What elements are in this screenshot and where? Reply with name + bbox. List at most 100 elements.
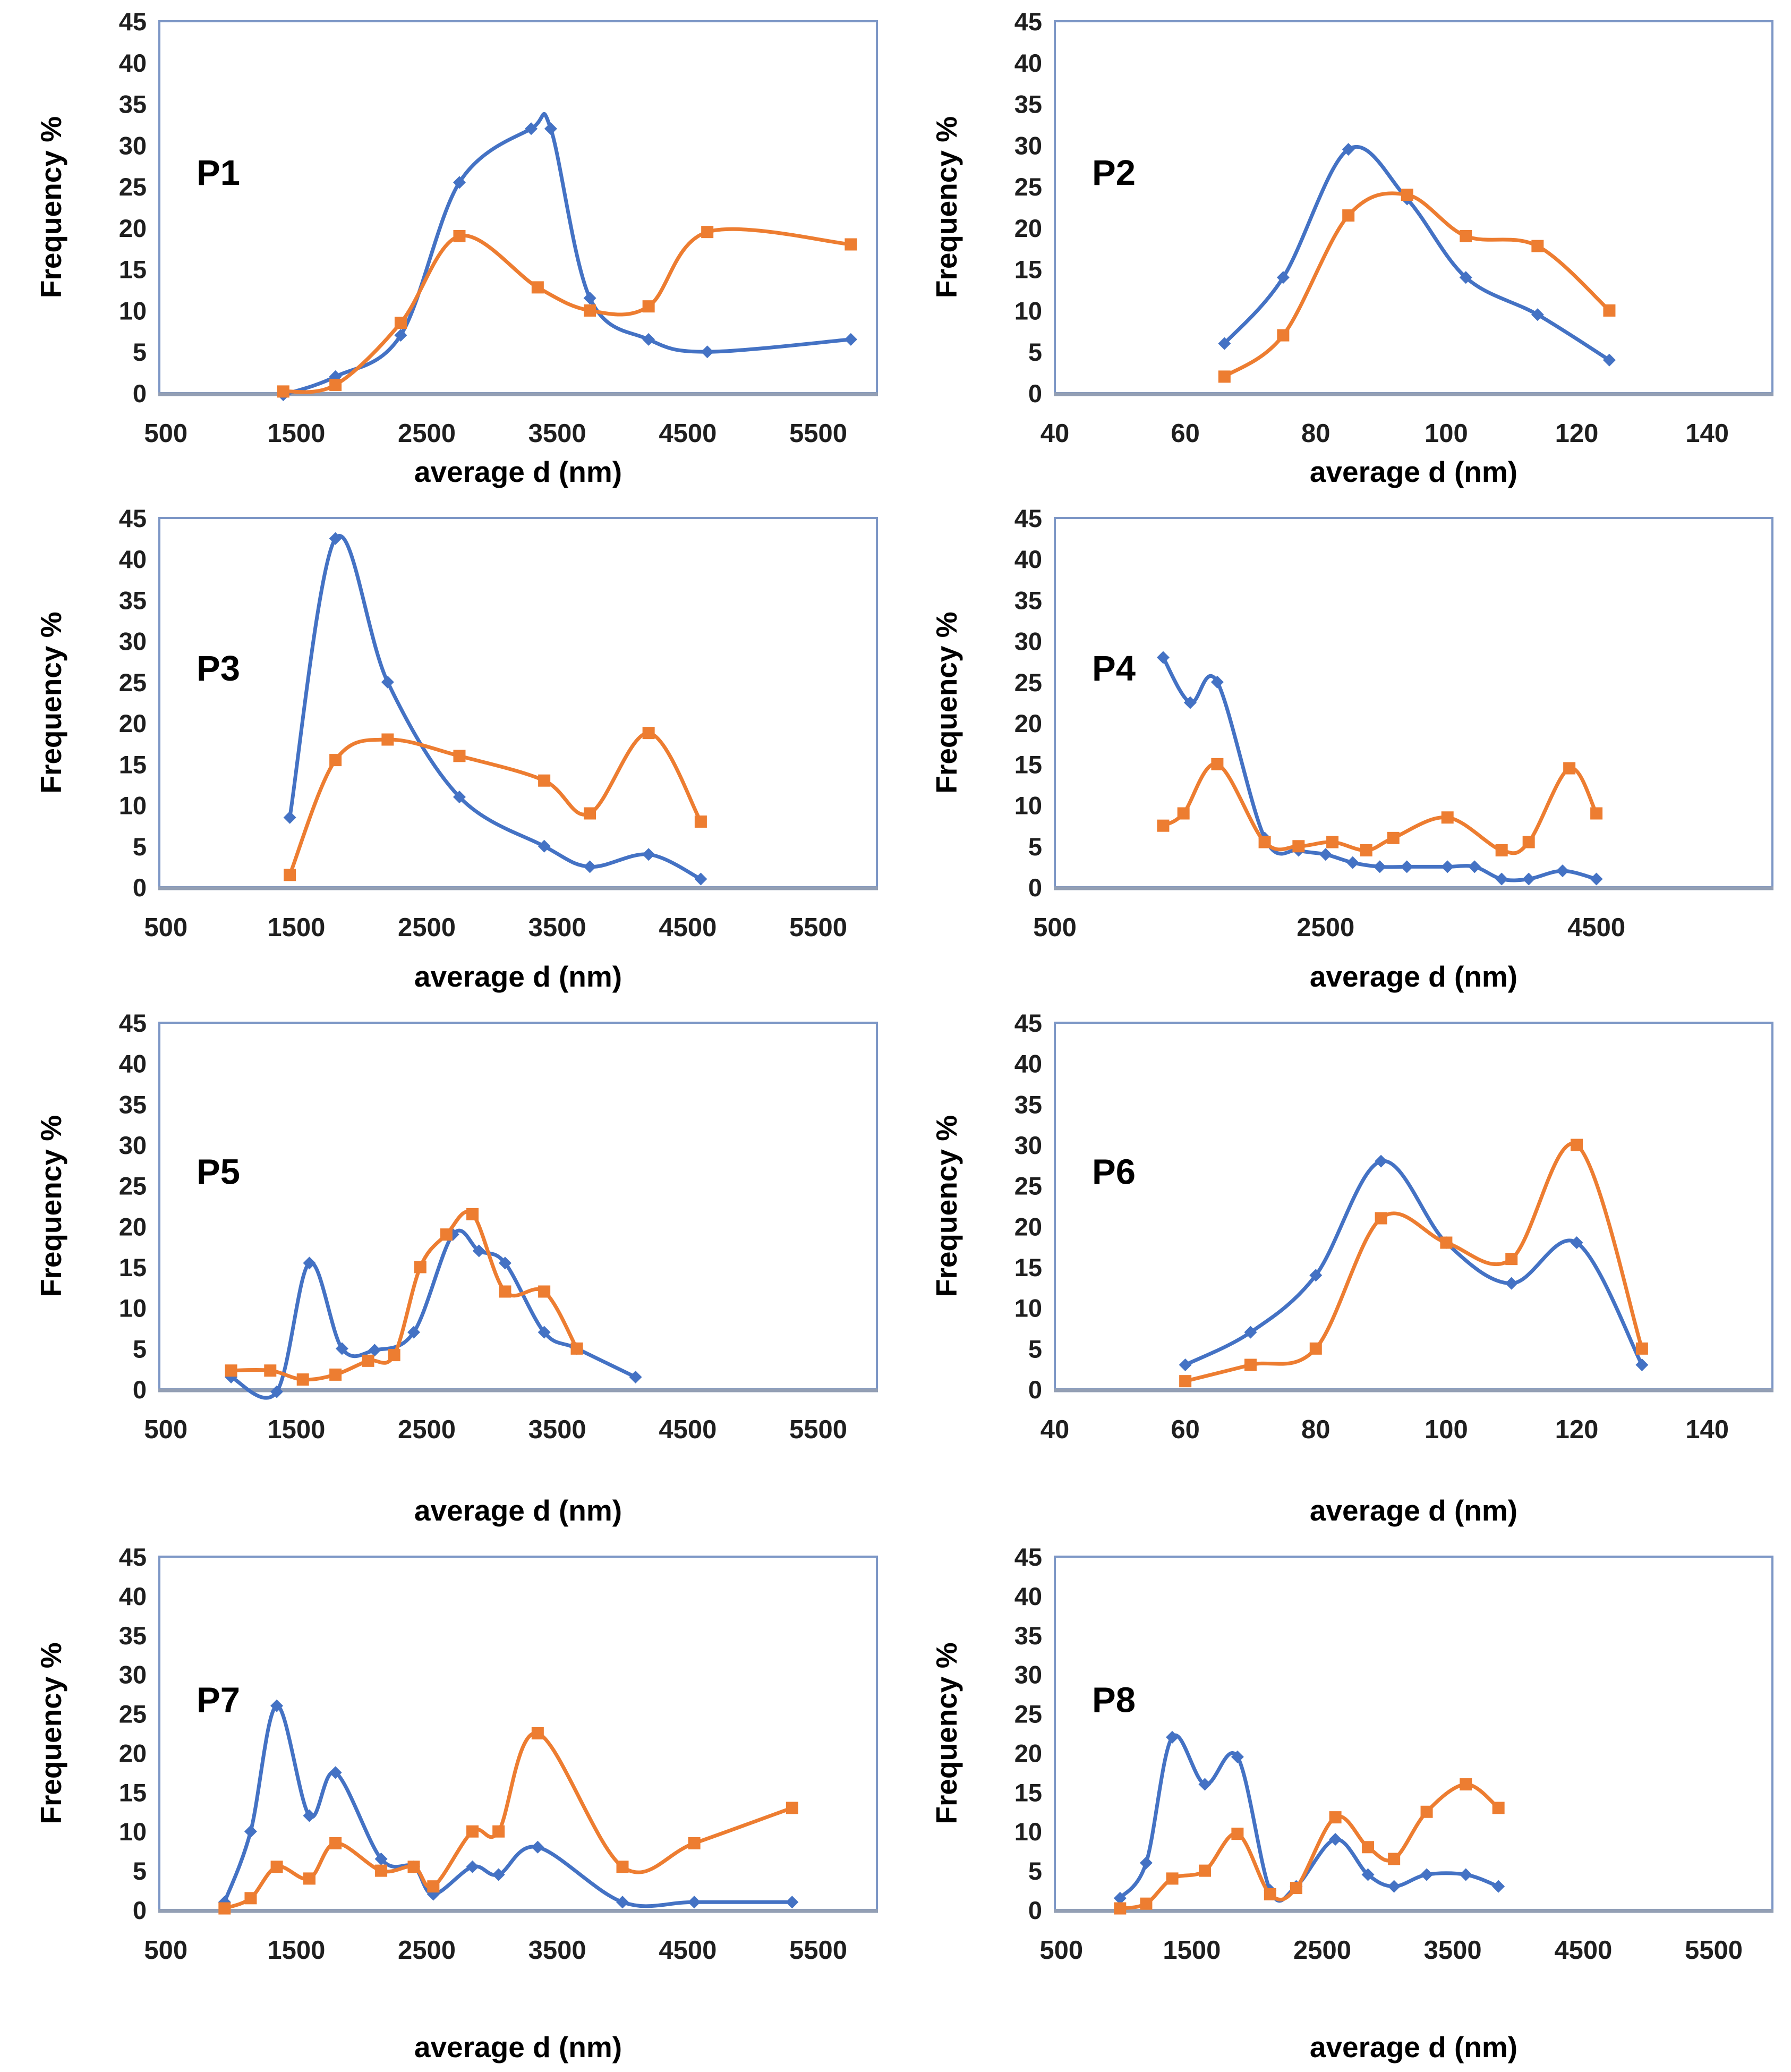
y-tick-label: 5 — [133, 338, 147, 366]
marker-square — [375, 1864, 388, 1877]
marker-diamond — [1590, 872, 1603, 886]
series-line-blue-diamond — [288, 534, 703, 881]
chart-cell-P5: 0 5 10 15 20 25 30 35 40 45 500 1500 2500 3500 4500 550… — [0, 1001, 896, 1535]
y-tick-label: 35 — [119, 1621, 147, 1650]
marker-diamond — [1218, 337, 1231, 350]
marker-square — [786, 1802, 798, 1814]
marker-diamond — [492, 1868, 505, 1881]
marker-diamond — [688, 1896, 701, 1909]
marker-square — [1342, 209, 1355, 222]
marker-diamond — [1459, 271, 1472, 284]
marker-diamond — [538, 1326, 551, 1339]
marker-diamond — [381, 675, 394, 689]
marker-square — [303, 1872, 315, 1885]
marker-diamond — [1231, 1750, 1244, 1763]
marker-diamond — [1346, 856, 1359, 869]
marker-square — [1326, 836, 1339, 848]
marker-diamond — [1602, 353, 1616, 367]
x-tick-label: 3500 — [528, 419, 586, 448]
x-tick-label: 500 — [1033, 913, 1077, 942]
y-axis-title: Frequency % — [35, 1642, 67, 1824]
y-tick-label: 0 — [133, 873, 147, 902]
y-tick-label: 40 — [1014, 1050, 1042, 1078]
marker-diamond — [1531, 308, 1544, 321]
marker-square — [1603, 304, 1616, 317]
marker-diamond — [616, 1896, 629, 1909]
marker-square — [688, 1837, 701, 1849]
y-tick-label: 45 — [119, 1543, 147, 1571]
y-tick-label: 10 — [1014, 296, 1042, 325]
y-tick-label: 40 — [1014, 1582, 1042, 1610]
marker-square — [584, 807, 596, 820]
x-tick-label: 120 — [1555, 419, 1599, 448]
marker-diamond — [1113, 1891, 1127, 1905]
marker-diamond — [1361, 1868, 1375, 1881]
x-axis-title: average d (nm) — [414, 455, 622, 488]
y-tick-label: 0 — [1028, 379, 1042, 407]
y-tick-label: 20 — [119, 1212, 147, 1241]
x-tick-label: 40 — [1041, 419, 1070, 448]
y-tick-label: 25 — [1014, 668, 1042, 697]
marker-diamond — [1570, 1236, 1583, 1249]
marker-square — [492, 1825, 505, 1838]
marker-square — [453, 750, 466, 762]
marker-diamond — [1276, 271, 1290, 284]
marker-square — [1179, 1375, 1192, 1388]
marker-square — [1140, 1897, 1153, 1910]
marker-square — [1388, 1853, 1401, 1865]
x-tick-label: 60 — [1171, 1415, 1200, 1444]
plot-frame — [1054, 517, 1773, 888]
x-tick-label: 140 — [1685, 1415, 1729, 1444]
y-tick-label: 5 — [1028, 1857, 1042, 1885]
y-tick-label: 0 — [133, 1375, 147, 1404]
y-tick-label: 40 — [1014, 49, 1042, 77]
chart-P8: 0 5 10 15 20 25 30 35 40 45 500 1500 2500 3500 4500 550… — [930, 1543, 1773, 2063]
marker-diamond — [1387, 1880, 1401, 1893]
marker-square — [1492, 1802, 1505, 1814]
marker-square — [270, 1861, 283, 1873]
plot-frame — [1054, 1022, 1773, 1390]
marker-square — [1362, 1841, 1375, 1854]
marker-diamond — [1166, 1730, 1179, 1744]
marker-diamond — [1441, 860, 1454, 873]
marker-diamond — [498, 1256, 511, 1270]
x-tick-label: 100 — [1425, 1415, 1468, 1444]
x-axis-title: average d (nm) — [1310, 1494, 1517, 1527]
marker-diamond — [1210, 675, 1224, 689]
marker-diamond — [1556, 864, 1569, 878]
y-tick-label: 5 — [1028, 338, 1042, 366]
x-tick-label: 1500 — [1163, 1936, 1221, 1965]
chart-P3: 0 5 10 15 20 25 30 35 40 45 500 1500 2500 3500 4500 550… — [35, 504, 878, 993]
marker-diamond — [303, 1256, 316, 1270]
marker-square — [538, 1285, 551, 1298]
x-tick-label: 2500 — [398, 419, 456, 448]
series-line-blue-diamond — [281, 112, 853, 397]
marker-square — [329, 378, 342, 391]
marker-diamond — [329, 1766, 342, 1779]
marker-square — [407, 1861, 420, 1873]
y-tick-label: 30 — [119, 131, 147, 159]
chart-title: P4 — [1092, 649, 1136, 689]
x-tick-label: 5500 — [789, 1415, 847, 1444]
x-tick-label: 4500 — [1554, 1936, 1612, 1965]
marker-diamond — [427, 1888, 440, 1901]
marker-square — [329, 1837, 342, 1849]
chart-cell-P3: 0 5 10 15 20 25 30 35 40 45 500 1500 2500 3500 4500 550… — [0, 497, 896, 1001]
y-tick-label: 40 — [119, 1582, 147, 1610]
x-axis-title: average d (nm) — [1310, 455, 1517, 488]
x-axis-title: average d (nm) — [1310, 2031, 1517, 2063]
marker-square — [1166, 1872, 1179, 1885]
marker-diamond — [1400, 860, 1413, 873]
marker-diamond — [453, 791, 466, 804]
y-tick-label: 35 — [1014, 1621, 1042, 1650]
y-axis-title: Frequency % — [930, 116, 963, 298]
x-tick-label: 4500 — [659, 1415, 717, 1444]
marker-diamond — [531, 1840, 544, 1854]
marker-square — [616, 1861, 629, 1873]
marker-square — [225, 1364, 237, 1377]
x-tick-label: 5500 — [789, 1936, 847, 1965]
marker-square — [1420, 1805, 1433, 1818]
x-tick-label: 4500 — [659, 419, 717, 448]
y-tick-label: 30 — [1014, 131, 1042, 159]
x-axis-title: average d (nm) — [414, 2031, 622, 2063]
